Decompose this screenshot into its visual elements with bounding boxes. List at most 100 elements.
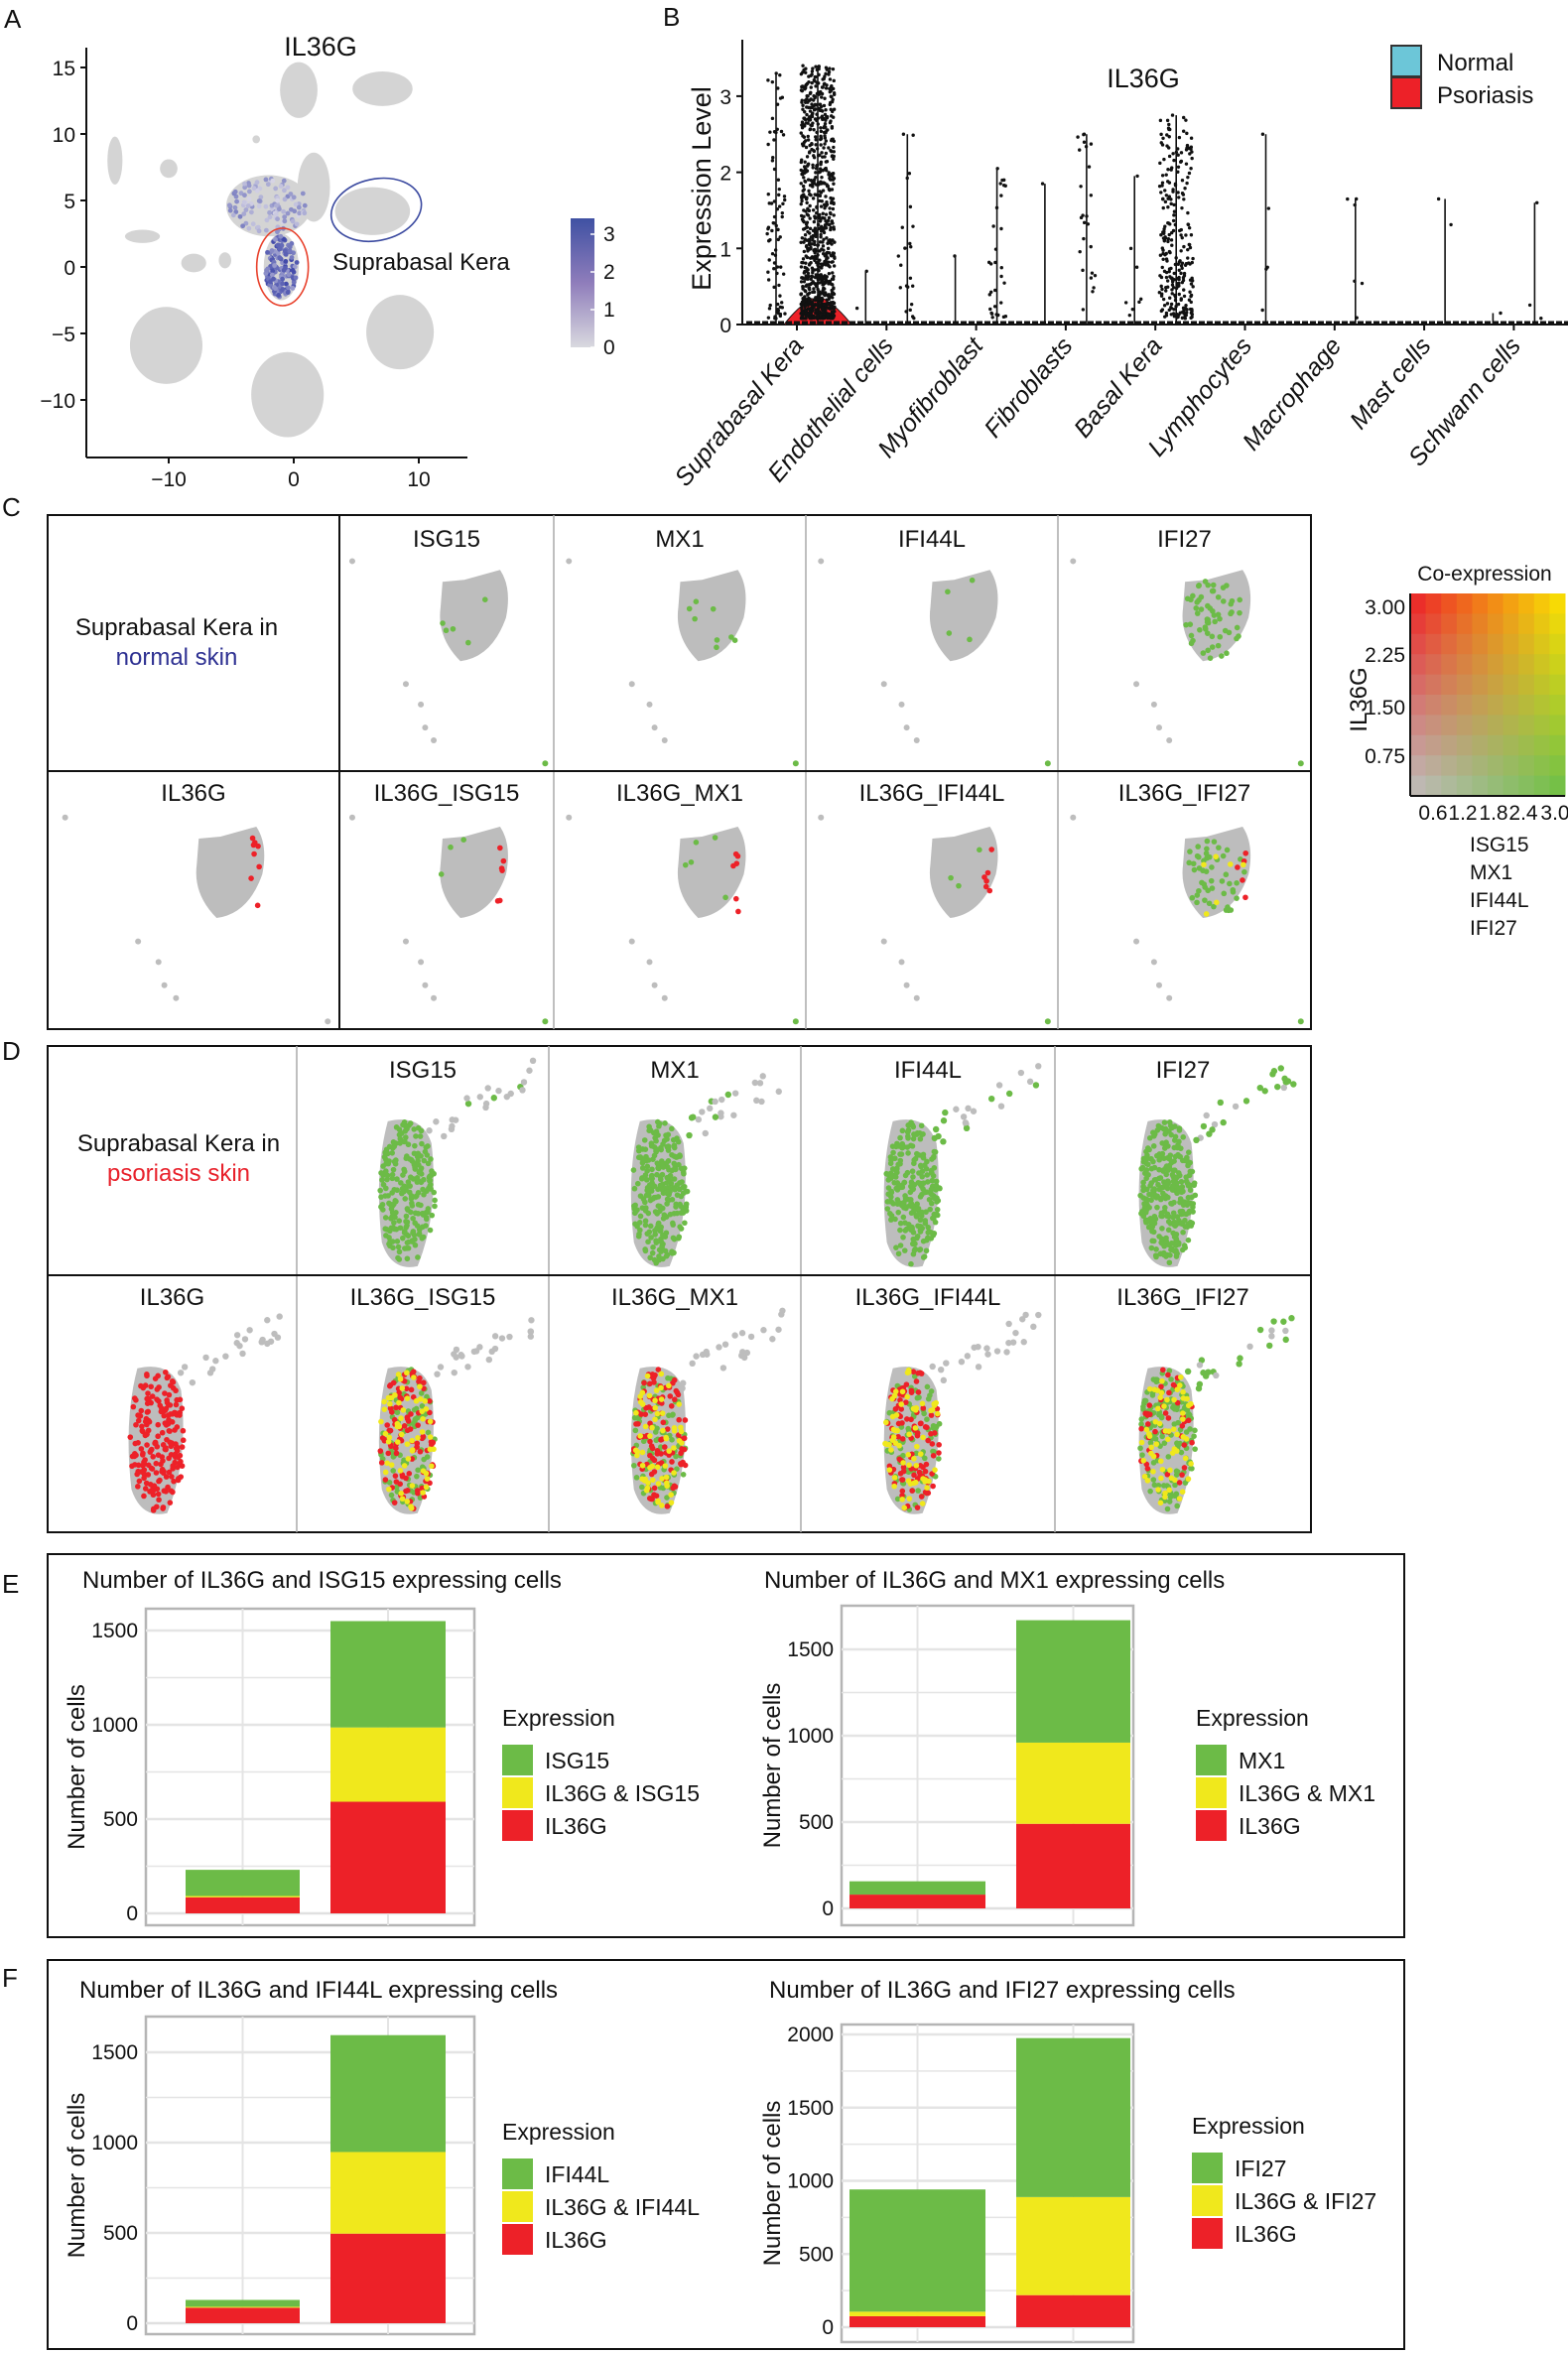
expressing-cell [665,1189,672,1195]
expressing-cell [173,1445,180,1452]
tail-cell [712,1113,719,1120]
expressing-cell [382,1430,389,1437]
expressing-cell [888,1199,895,1205]
cell-point [991,224,995,228]
tail-cell [1030,1323,1037,1331]
expressing-cell [276,293,282,298]
y-tick-label: 1500 [91,2041,138,2064]
expressing-cell [427,1183,434,1189]
tail-cell [457,1352,464,1359]
tail-cell [484,1085,491,1092]
cell-point [827,293,831,298]
coexpression-cell [1503,613,1519,635]
expressing-cell [1166,1499,1173,1504]
cell-point [806,249,810,253]
cell-point [1186,256,1190,260]
expressing-cell [267,209,272,215]
expressing-cell [1190,1204,1196,1211]
expressing-cell [243,207,249,212]
tail-cell [718,1110,724,1116]
cell-point [1137,300,1141,305]
bar-segment-il36g [1016,2294,1130,2327]
expressing-cell [423,1223,429,1229]
tail-cell [775,1088,782,1096]
expressing-cell [1159,1226,1165,1232]
stray-cell [880,938,887,945]
expressing-cell [927,1392,933,1398]
cell-point [772,267,776,271]
y-tick-label: 0 [822,2316,834,2339]
cell-point [1082,132,1086,137]
cell-point [1260,308,1264,313]
cell-point [1169,302,1174,307]
tail-cell [1266,1342,1273,1350]
expressing-cell [405,1239,412,1245]
expressing-cell [397,1375,404,1382]
cell-point [778,294,782,298]
expressing-cell [275,229,280,235]
stray-cell [1156,724,1162,731]
coexpression-cell [1533,755,1550,777]
expressing-cell [1159,1433,1165,1440]
cell-point [773,248,778,252]
cell-point [817,281,822,285]
expressing-cell [1174,1503,1180,1509]
expressing-cell [419,1485,426,1492]
cell-point [825,183,829,187]
coexpression-cell [1488,613,1504,635]
expressing-cell [1235,864,1241,870]
cell-point [809,193,813,197]
cell-point [770,251,775,256]
cell-point [1162,304,1167,308]
expressing-cell [1171,1426,1177,1432]
cell-point [799,131,803,135]
cell-point [818,249,822,253]
expressing-cell [413,1405,420,1412]
expressing-cell [142,1486,149,1492]
tail-cell [519,1087,526,1094]
expressing-cell [1158,1414,1165,1421]
expressing-cell [1204,630,1211,636]
cell-point [800,196,804,200]
expressing-cell [664,1174,671,1181]
expressing-cell [667,1211,674,1218]
cell-point [1171,286,1176,290]
cell-point [1170,113,1175,117]
expressing-cell [269,272,275,278]
expressing-cell [886,1467,893,1473]
stray-cell [913,994,920,1001]
cell-point [1163,199,1168,204]
coexpression-cell [1441,654,1458,676]
expressing-cell [406,1471,413,1477]
cell-point [822,315,826,319]
expressing-cell [144,1431,150,1437]
cell-point [1160,181,1165,185]
tail-cell [1256,1326,1264,1334]
cell-point [1161,136,1165,141]
expressing-cell [386,1486,392,1493]
cell-point [819,161,823,166]
cell-point [776,178,781,182]
expressing-cell [165,1373,172,1380]
cell-point [1158,161,1162,166]
cell-cluster [280,62,318,118]
expressing-cell [267,214,273,220]
expressing-cell [415,1124,422,1131]
cell-point [775,271,779,276]
cell-point [781,133,786,137]
expressing-cell [294,221,300,227]
expressing-cell [1211,839,1218,845]
expressing-cell [924,1383,931,1390]
expressing-cell [1178,1221,1184,1227]
cell-point [1167,135,1171,139]
expressing-cell [155,1452,162,1459]
expressing-cell [1159,1466,1166,1473]
cell-point [989,290,993,294]
cell-point [999,301,1003,305]
coexpression-cell [1425,654,1442,676]
expressing-cell [168,1488,175,1495]
cell-point [1170,283,1175,287]
cell-point [1191,285,1195,289]
cell-point [772,167,777,172]
cell-point [777,187,781,192]
